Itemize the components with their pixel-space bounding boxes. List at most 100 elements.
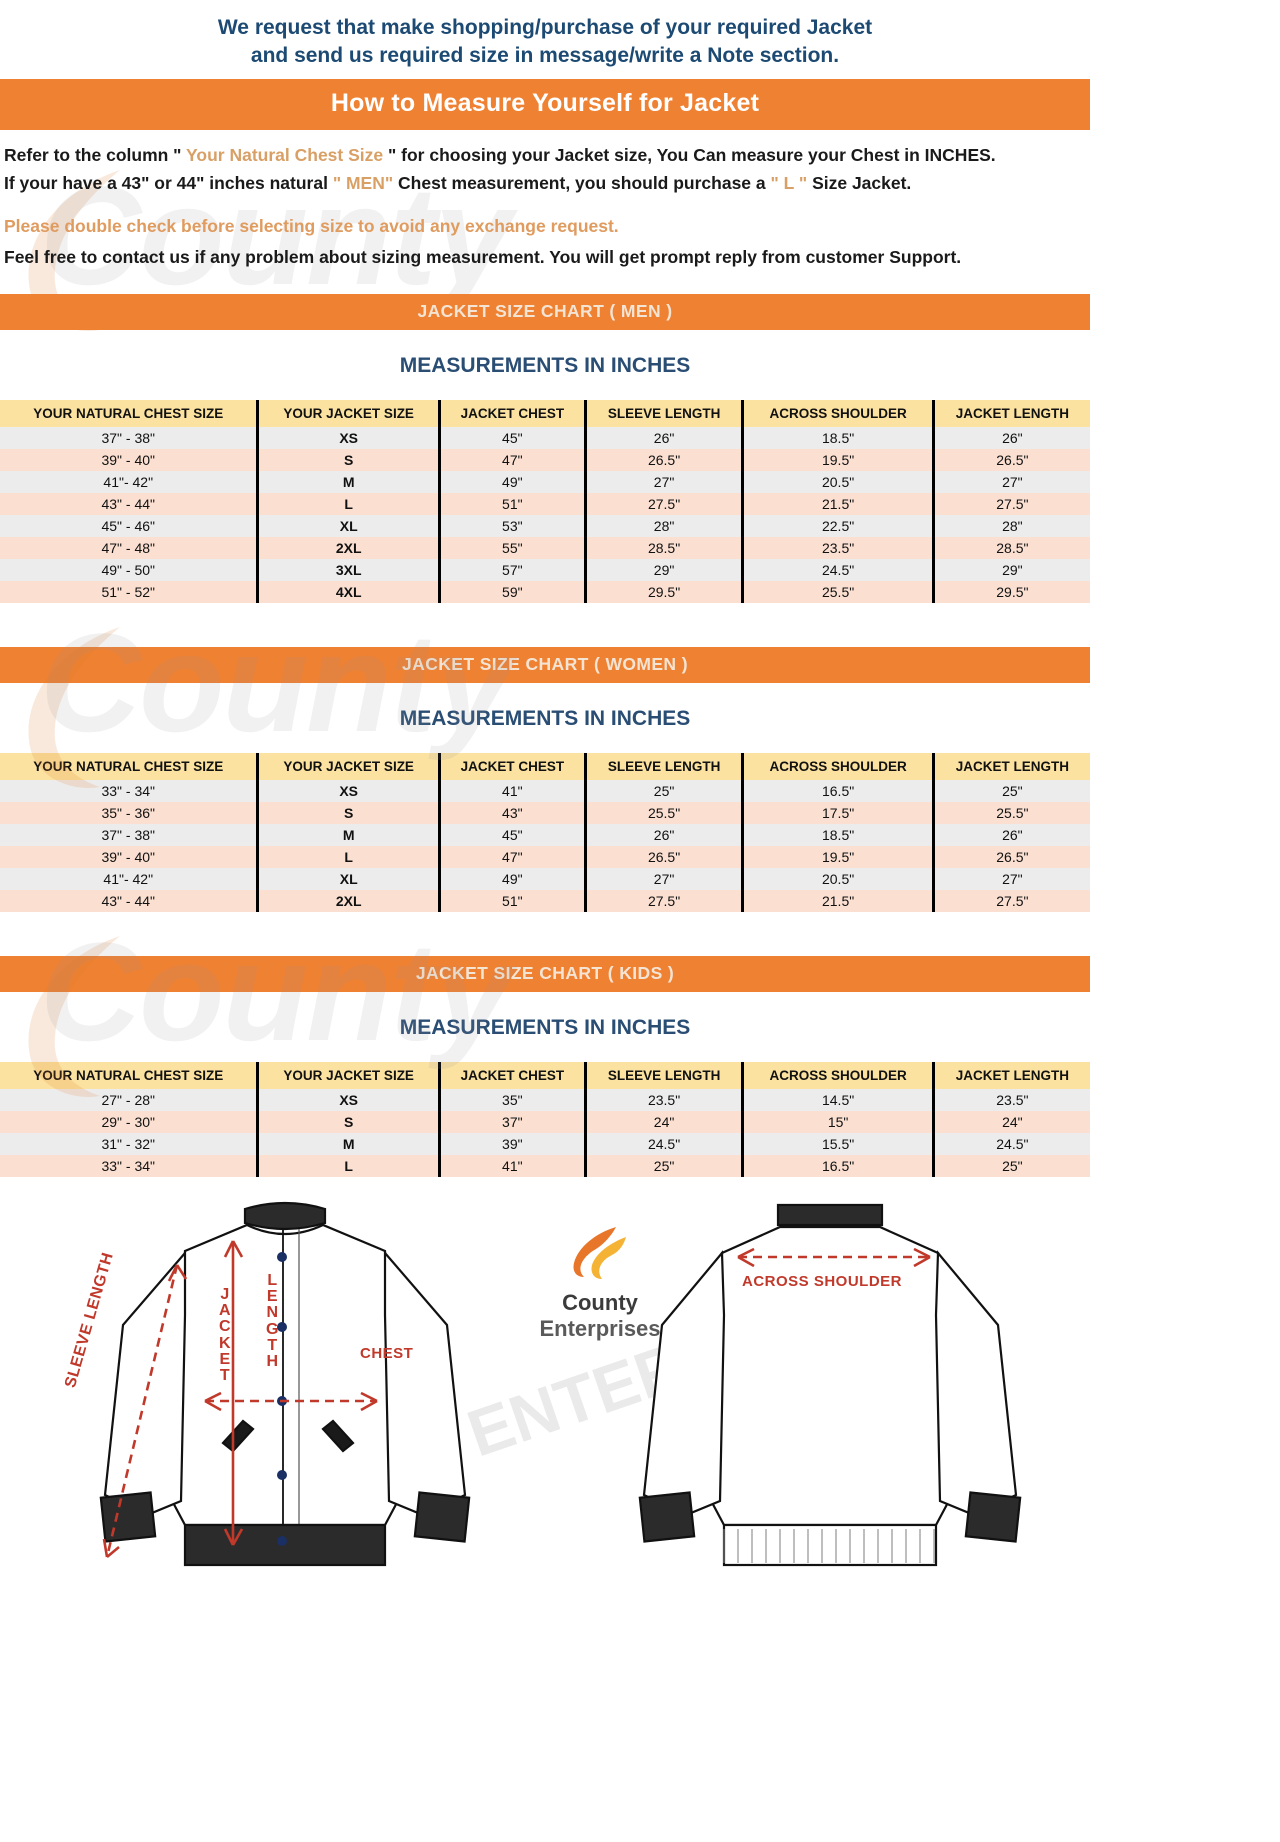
description-line-2: If your have a 43" or 44" inches natural… <box>0 169 1090 194</box>
table-cell: 53" <box>437 514 587 537</box>
table-cell: 47" - 48" <box>0 536 260 559</box>
col-across-shoulder: ACROSS SHOULDER <box>741 752 935 780</box>
table-cell: 25.5" <box>741 580 935 603</box>
table-cell: XL <box>256 514 441 537</box>
jacket-back-illustration <box>638 1203 1022 1566</box>
table-cell: 41" <box>437 1154 587 1177</box>
table-cell: 33" - 34" <box>0 779 260 802</box>
table-cell: 15.5" <box>741 1132 935 1155</box>
section-women-band: JACKET SIZE CHART ( WOMEN ) <box>0 646 1090 683</box>
desc2-part2: Chest measurement, you should purchase a <box>393 172 771 193</box>
table-cell: 39" <box>437 1132 587 1155</box>
table-row: 33" - 34" XS 41" 25" 16.5" 25" <box>0 779 1090 802</box>
vertical-letter: C <box>219 1318 231 1336</box>
table-header-row: YOUR NATURAL CHEST SIZE YOUR JACKET SIZE… <box>0 1061 1090 1089</box>
table-row: 31" - 32" M 39" 24.5" 15.5" 24.5" <box>0 1132 1090 1155</box>
table-cell: 37" <box>437 1110 587 1133</box>
brand-logo: County Enterprises <box>500 1223 700 1342</box>
table-cell: M <box>256 470 441 493</box>
intro-line-2: and send us required size in message/wri… <box>250 44 840 68</box>
table-cell: XS <box>256 779 441 802</box>
col-sleeve-length: SLEEVE LENGTH <box>583 399 745 427</box>
table-cell: 25" <box>583 1154 745 1177</box>
col-sleeve-length: SLEEVE LENGTH <box>583 1061 745 1089</box>
desc2-part1: If your have a 43" or 44" inches natural <box>4 172 333 193</box>
table-row: 43" - 44" 2XL 51" 27.5" 21.5" 27.5" <box>0 889 1090 912</box>
table-cell: 59" <box>437 580 587 603</box>
table-cell: 23.5" <box>741 536 935 559</box>
vertical-letter: J <box>220 1285 230 1303</box>
vertical-letter: T <box>267 1337 278 1355</box>
col-jacket-size: YOUR JACKET SIZE <box>256 1061 441 1089</box>
table-row: 47" - 48" 2XL 55" 28.5" 23.5" 28.5" <box>0 536 1090 559</box>
vertical-letter: G <box>266 1320 279 1338</box>
table-cell: 25.5" <box>583 801 745 824</box>
table-cell: 33" - 34" <box>0 1154 260 1177</box>
table-cell: 27.5" <box>931 889 1090 912</box>
table-cell: 28.5" <box>931 536 1090 559</box>
vertical-letter: N <box>266 1304 278 1322</box>
table-cell: 28" <box>931 514 1090 537</box>
table-cell: 18.5" <box>741 426 935 449</box>
table-cell: 26.5" <box>583 845 745 868</box>
table-cell: 18.5" <box>741 823 935 846</box>
table-cell: S <box>256 1110 441 1133</box>
table-cell: 37" - 38" <box>0 426 260 449</box>
table-cell: M <box>256 1132 441 1155</box>
table-cell: S <box>256 801 441 824</box>
section-kids: County JACKET SIZE CHART ( KIDS ) MEASUR… <box>0 913 1090 1177</box>
table-cell: 49" <box>437 867 587 890</box>
table-cell: 39" - 40" <box>0 448 260 471</box>
table-cell: 27.5" <box>931 492 1090 515</box>
table-cell: 35" <box>437 1088 587 1111</box>
table-cell: 21.5" <box>741 889 935 912</box>
table-cell: 3XL <box>256 558 441 581</box>
table-row: 27" - 28" XS 35" 23.5" 14.5" 23.5" <box>0 1088 1090 1111</box>
size-table-men: YOUR NATURAL CHEST SIZE YOUR JACKET SIZE… <box>0 399 1090 603</box>
table-cell: 41"- 42" <box>0 470 260 493</box>
table-cell: 45" <box>437 426 587 449</box>
table-cell: 45" <box>437 823 587 846</box>
table-cell: XL <box>256 867 441 890</box>
table-cell: 16.5" <box>741 779 935 802</box>
table-cell: 49" <box>437 470 587 493</box>
table-cell: L <box>256 1154 441 1177</box>
table-cell: 14.5" <box>741 1088 935 1111</box>
section-men: JACKET SIZE CHART ( MEN ) MEASUREMENTS I… <box>0 293 1090 603</box>
table-cell: 49" - 50" <box>0 558 260 581</box>
table-cell: 25" <box>931 1154 1090 1177</box>
table-cell: 45" - 46" <box>0 514 260 537</box>
section-men-band: JACKET SIZE CHART ( MEN ) <box>0 293 1090 330</box>
table-cell: L <box>256 845 441 868</box>
table-cell: 26.5" <box>583 448 745 471</box>
table-cell: 51" <box>437 889 587 912</box>
section-women: County JACKET SIZE CHART ( WOMEN ) MEASU… <box>0 604 1090 912</box>
table-row: 41"- 42" XL 49" 27" 20.5" 27" <box>0 867 1090 890</box>
table-cell: 21.5" <box>741 492 935 515</box>
table-cell: 24" <box>583 1110 745 1133</box>
section-women-subtitle: MEASUREMENTS IN INCHES <box>399 706 691 730</box>
vertical-letter: L <box>267 1271 278 1289</box>
table-row: 33" - 34" L 41" 25" 16.5" 25" <box>0 1154 1090 1177</box>
table-row: 29" - 30" S 37" 24" 15" 24" <box>0 1110 1090 1133</box>
label-across-shoulder: ACROSS SHOULDER <box>742 1272 903 1290</box>
table-row: 37" - 38" XS 45" 26" 18.5" 26" <box>0 426 1090 449</box>
table-cell: 29" - 30" <box>0 1110 260 1133</box>
section-men-subtitle: MEASUREMENTS IN INCHES <box>399 353 691 377</box>
desc2-highlight-men: " MEN" <box>332 172 394 193</box>
vertical-letter: E <box>219 1351 231 1369</box>
table-cell: 47" <box>437 845 587 868</box>
table-cell: 27.5" <box>583 492 745 515</box>
table-cell: 41"- 42" <box>0 867 260 890</box>
table-cell: 27" <box>931 867 1090 890</box>
table-cell: 41" <box>437 779 587 802</box>
table-cell: 24.5" <box>931 1132 1090 1155</box>
table-cell: 22.5" <box>741 514 935 537</box>
table-row: 45" - 46" XL 53" 28" 22.5" 28" <box>0 514 1090 537</box>
table-cell: 27" - 28" <box>0 1088 260 1111</box>
col-jacket-chest: JACKET CHEST <box>437 752 587 780</box>
page-title: How to Measure Yourself for Jacket <box>0 78 1090 130</box>
table-row: 37" - 38" M 45" 26" 18.5" 26" <box>0 823 1090 846</box>
label-chest: CHEST <box>360 1344 414 1362</box>
